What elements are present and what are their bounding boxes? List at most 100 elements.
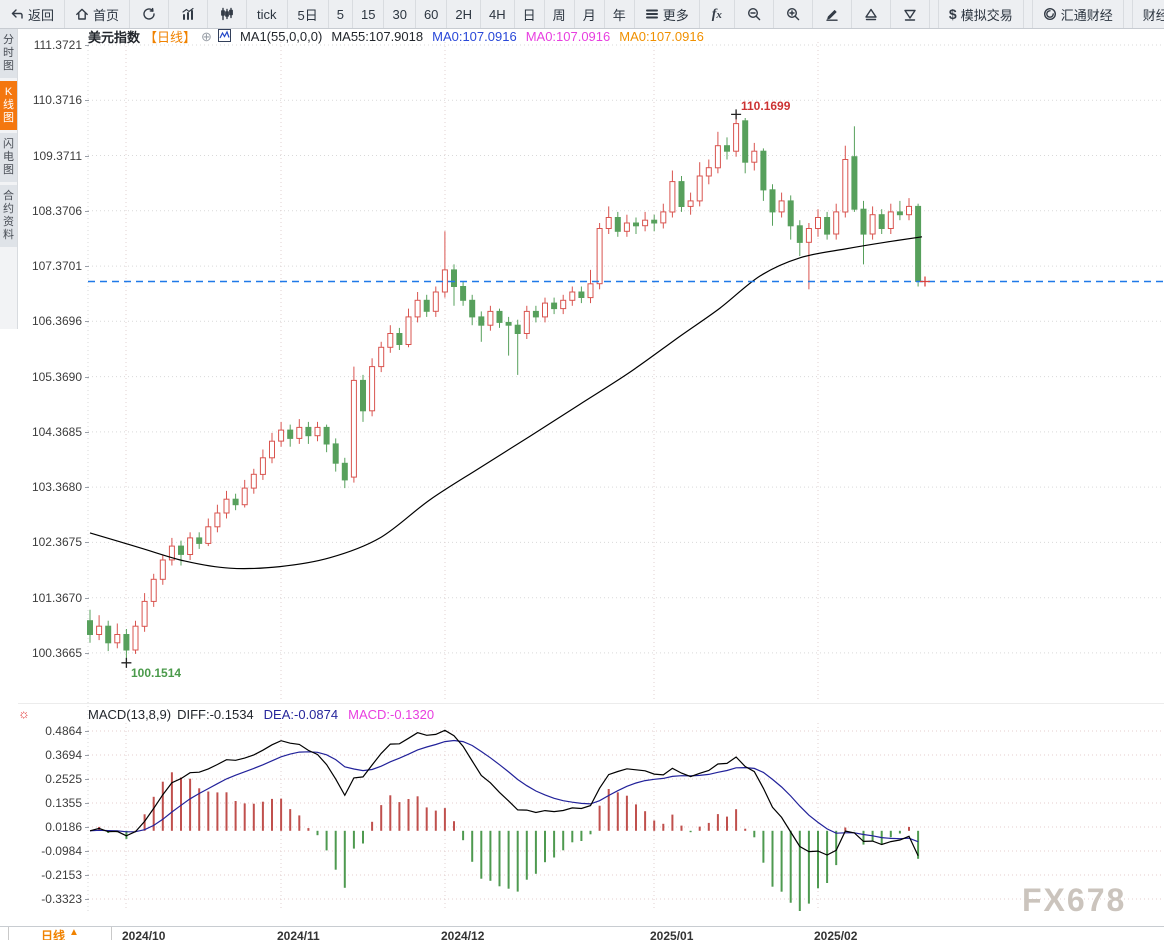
interval-week-button[interactable]: 周 [545,0,575,28]
month-axis-label: 2025/02 [814,929,858,940]
interval-day-button[interactable]: 日 [515,0,545,28]
macd-axis-label: 0.2525 [45,771,82,786]
price-axis-label: 106.3696 [31,314,82,329]
interval-2h-button[interactable]: 2H [447,0,482,28]
interval-year-button[interactable]: 年 [605,0,635,28]
dollar-icon: $ [948,6,957,22]
bottom-axis-line [0,926,1164,927]
ma0-value-blue: MA0:107.0916 [432,29,517,44]
indicator-fx-button[interactable]: fx [700,0,735,28]
price-axis-label: 101.3670 [31,590,82,605]
price-axis-label: 107.3701 [31,259,82,274]
price-axis-tick [85,45,89,46]
refresh-button[interactable] [130,0,170,28]
sim-trading-button-label: 模拟交易 [960,7,1013,23]
macd-axis-label: -0.0984 [41,843,82,858]
back-arrow-icon [10,7,24,21]
price-axis-label: 100.3665 [31,645,82,660]
zoom-out-button[interactable] [735,0,774,28]
macd-axis-label: -0.2153 [41,867,82,882]
price-axis-label: 103.3680 [31,480,82,495]
tab-lightning-chart[interactable]: 闪电图 [0,133,17,182]
macd-params-label: MACD(13,8,9) [88,707,172,722]
price-axis-label: 105.3690 [31,369,82,384]
interval-month-button[interactable]: 月 [575,0,605,28]
price-axis-tick [85,652,89,654]
macd-axis-tick [85,754,89,756]
price-axis-tick [85,376,89,378]
candlestick-icon [220,7,234,21]
sim-trading-button[interactable]: $ 模拟交易 [937,0,1024,28]
interval-4h-button[interactable]: 4H [481,0,515,28]
chart-type-candle-button[interactable] [208,0,248,28]
panel-divider [18,703,1164,704]
refresh-icon [142,7,156,21]
interval-30min-button[interactable]: 30 [384,0,416,28]
price-axis-label: 111.3721 [33,38,82,52]
tab-lightning-chart-char: 图 [3,164,14,176]
interval-tick-button[interactable]: tick [247,0,288,28]
zoom-in-button[interactable] [774,0,813,28]
interval-tick-button-label: tick [257,6,277,22]
interval-30min-button-label: 30 [392,6,407,22]
chart-type-trend-button[interactable] [169,0,209,28]
period-badge[interactable]: 【日线】 [144,30,197,45]
macd-axis-tick [85,874,89,876]
interval-15min-button[interactable]: 15 [353,0,385,28]
tab-contract-info[interactable]: 合约资料 [0,185,17,247]
add-indicator-icon[interactable]: ⊕ [201,28,212,44]
indicator-settings-icon[interactable]: ☼ [18,706,30,721]
month-axis-label: 2024/12 [441,929,485,940]
low-price-label: 100.1514 [131,666,182,680]
more-button-label: 更多 [662,7,689,23]
price-axis-label: 109.3711 [32,148,82,163]
month-axis-label: 2024/10 [122,929,166,940]
tab-time-chart-char: 图 [3,60,14,72]
price-axis-tick [85,100,89,102]
interval-5min-button[interactable]: 5 [329,0,353,28]
macd-diff-value: DIFF:-0.1534 [177,707,254,722]
interval-day-button-label: 日 [522,7,536,23]
tab-time-chart-char: 时 [3,47,14,59]
home-button-label: 首页 [93,7,120,23]
draw-button[interactable] [813,0,852,28]
tab-lightning-chart-char: 闪 [3,138,14,150]
back-button[interactable]: 返回 [0,0,66,28]
macd-axis-tick [85,802,89,804]
tab-time-chart-char: 分 [3,34,14,46]
marker-down-button[interactable] [891,0,930,28]
calendar-button-label: 财经 [1142,7,1164,23]
interval-4h-button-label: 4H [489,6,506,22]
more-button[interactable]: 更多 [635,0,700,28]
interval-15min-button-label: 15 [361,6,376,22]
macd-axis-label: 0.3694 [45,747,82,762]
price-axis-label: 108.3706 [31,203,82,218]
macd-axis-label: 0.1355 [45,795,82,810]
macd-axis-tick [85,826,89,828]
home-button[interactable]: 首页 [65,0,131,28]
ma0-value-orange: MA0:107.0916 [619,29,704,44]
calendar-button[interactable]: 财经 [1131,0,1164,28]
interval-60min-button-label: 60 [423,6,439,22]
price-axis-label: 110.3716 [32,93,82,108]
macd-axis-tick [85,850,89,852]
tab-contract-info-char: 料 [3,229,14,241]
tab-kline-chart-char: K [4,86,13,98]
price-axis-tick [85,487,89,489]
price-axis-tick [85,431,89,433]
tab-contract-info-char: 合 [3,190,14,202]
interval-60min-button[interactable]: 60 [416,0,448,28]
price-axis-tick [85,321,89,323]
interval-5day-button[interactable]: 5日 [288,0,329,28]
period-indicator[interactable]: 日线 ▲ [8,927,112,940]
huitong-button[interactable]: 汇通财经 [1031,0,1124,28]
mini-chart-icon [217,28,231,45]
price-axis-tick [85,155,89,157]
marker-up-button[interactable] [852,0,891,28]
price-axis-tick [85,266,89,268]
tab-time-chart[interactable]: 分时图 [0,29,17,78]
